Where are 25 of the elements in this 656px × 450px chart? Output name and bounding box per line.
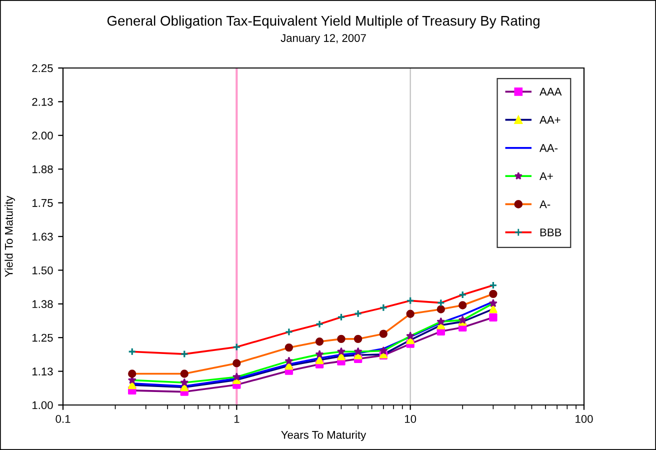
chart-title: General Obligation Tax-Equivalent Yield Multiple of Treasury By Rating xyxy=(107,16,540,28)
x-tick-label: 100 xyxy=(576,415,593,423)
y-tick-label: 1.50 xyxy=(32,266,53,274)
y-tick-label: 2.13 xyxy=(32,98,53,106)
legend-label: A+ xyxy=(540,172,553,180)
x-tick-label: 10 xyxy=(405,415,416,423)
y-tick-label: 1.75 xyxy=(32,199,53,207)
y-tick-label: 2.25 xyxy=(32,64,53,72)
legend-label: AA- xyxy=(540,144,558,152)
legend-label: A- xyxy=(540,200,550,208)
y-axis-title: Yield To Maturity xyxy=(4,196,15,278)
x-tick-label: 0.1 xyxy=(56,415,70,423)
y-tick-label: 1.88 xyxy=(32,165,53,174)
y-tick-label: 1.38 xyxy=(32,300,53,308)
y-tick-label: 1.13 xyxy=(32,368,53,376)
chart-subtitle: January 12, 2007 xyxy=(280,34,366,44)
x-axis-title: Years To Maturity xyxy=(281,430,366,441)
y-tick-label: 2.00 xyxy=(32,132,53,140)
y-tick-label: 1.25 xyxy=(32,334,53,342)
x-tick-label: 1 xyxy=(234,415,240,423)
y-tick-label: 1.63 xyxy=(32,232,53,241)
legend-label: AAA xyxy=(540,88,562,96)
legend-label: AA+ xyxy=(540,116,560,124)
legend-label: BBB xyxy=(540,228,562,236)
y-tick-label: 1.00 xyxy=(32,401,53,410)
